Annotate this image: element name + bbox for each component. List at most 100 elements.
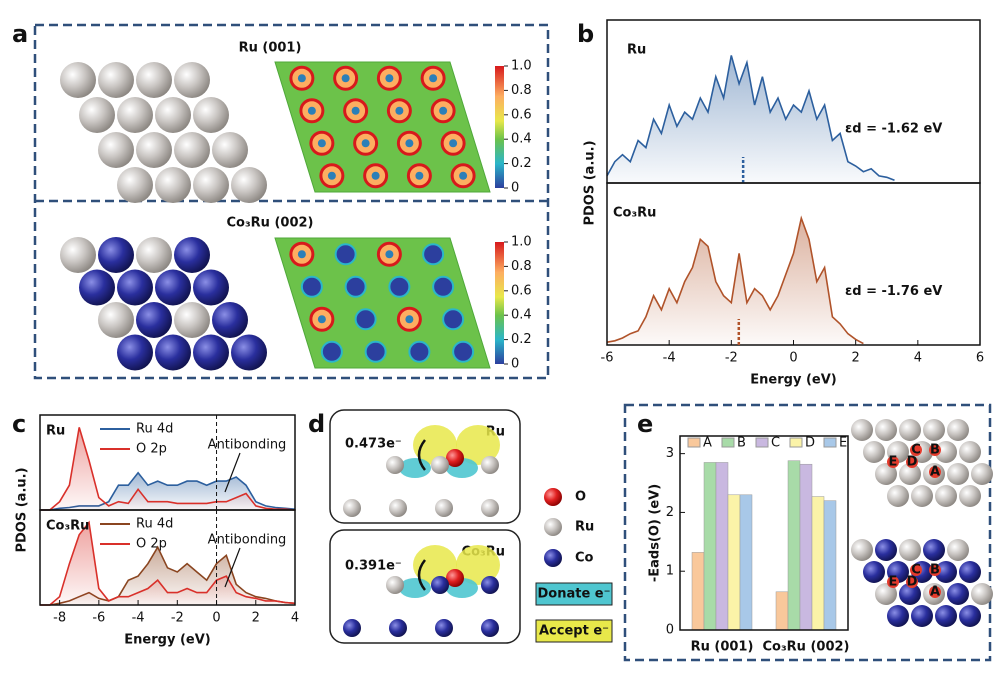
colorbar-tick-label: 0.6 [511,107,532,122]
panel-label: c [12,410,26,438]
y-axis-label: PDOS (a.u.) [583,140,598,225]
legend-swatch [687,437,701,448]
colorbar-tick-label: 0.4 [511,132,532,147]
x-tick-label: 2 [852,351,860,366]
legend-label: E [839,436,847,451]
density-core [459,171,468,180]
colorbar-tick-label: 1.0 [511,235,532,250]
density-spot [408,340,431,363]
atom [193,269,229,306]
atom [193,97,229,133]
atom [875,463,897,485]
atom [98,237,134,273]
bar [727,494,741,631]
site-label: B [930,443,940,458]
charge-transfer: 0.473e⁻ [345,437,402,452]
annotation-arrow [224,547,241,588]
surface-title: Co₃Ru (002) [227,216,314,231]
density-core [307,106,316,115]
legend-swatch [789,437,803,448]
subplot-label: Ru [46,424,65,439]
site-label: A [930,585,940,600]
pdos-line [40,520,296,606]
atom [481,456,499,474]
accept-lobe [413,545,457,585]
atom [481,576,499,594]
site-marker [887,576,899,588]
atom [947,463,969,485]
atom [386,576,404,594]
colorbar-tick-label: 0.6 [511,283,532,298]
density-core [415,171,424,180]
atom [98,302,134,338]
x-tick-label: -2 [725,351,738,366]
colorbar-tick-label: 0.8 [511,259,532,274]
density-core [449,139,458,148]
colorbar-tick-label: 0.2 [511,332,532,347]
density-core [351,106,360,115]
site-marker [906,456,918,468]
atom [389,499,407,517]
atom [117,334,153,371]
atom [935,561,957,583]
site-marker [929,564,941,576]
atom [947,419,969,441]
accept-swatch [535,619,613,643]
density-core [429,74,438,83]
atom [971,583,993,605]
atom [98,62,134,98]
atom [174,302,210,338]
colorbar-tick-label: 0 [511,357,519,372]
atom [193,167,229,203]
subplot-label: Ru [627,43,646,58]
atom [446,449,464,467]
y-axis-label: PDOS (a.u.) [15,467,30,552]
area-fill [607,55,895,183]
legend-label: A [703,436,712,451]
atom [899,419,921,441]
atom [155,167,191,203]
atom-legend-label: Co [575,551,594,566]
x-tick-label: 4 [914,351,922,366]
atom [174,132,210,168]
atom [875,419,897,441]
atom [79,97,115,133]
atom [971,463,993,485]
density-spot [344,275,367,298]
x-tick-label: -4 [663,351,676,366]
atom [174,62,210,98]
atom [343,619,361,637]
y-axis-label: -Eads(O) (eV) [648,484,663,582]
density-core [371,171,380,180]
atom [935,605,957,627]
density-core [361,139,370,148]
site-marker [929,466,941,478]
atom [481,619,499,637]
site-label: D [907,455,918,470]
annotation: Antibonding [208,533,287,548]
atom [136,62,172,98]
accept-lobe [456,425,500,465]
panel-frames [33,23,992,662]
legend-swatch [721,437,735,448]
plot-frame [39,509,296,606]
density-core [385,250,394,259]
atom [435,619,453,637]
accept-lobe [456,545,500,585]
panel-label: a [12,20,28,48]
density-core [297,250,306,259]
legend-label: Ru 4d [136,517,173,532]
atom [193,334,229,371]
subplot-label: Co₃Ru [613,206,656,221]
transfer-arrow [417,559,427,591]
site-label: B [930,563,940,578]
site-marker [910,564,922,576]
density-spot [452,340,475,363]
subplot-label: Co₃Ru [46,519,89,534]
bar [775,591,789,631]
x-tick-label: Ru (001) [691,640,754,655]
site-marker [906,576,918,588]
atom [863,561,885,583]
atom [435,499,453,517]
